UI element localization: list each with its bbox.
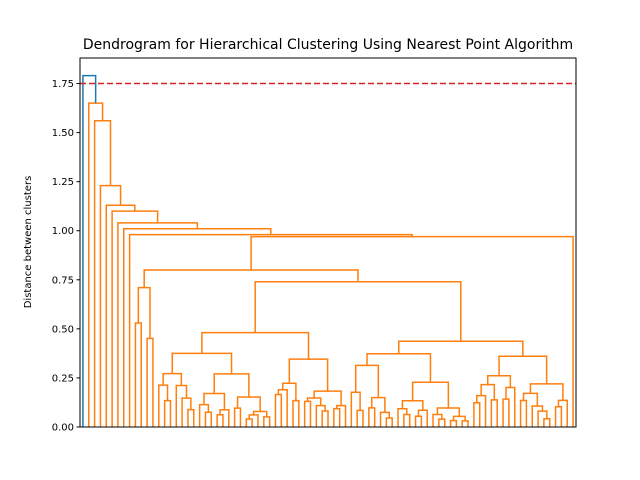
plot-area: 0.00 0.25 0.50 0.75 1.00 1.25 1.50 1.75 — [52, 57, 577, 434]
axes-frame — [79, 57, 577, 428]
y-tick-label: 1.75 — [52, 79, 74, 90]
y-tick-label: 1.50 — [52, 128, 74, 139]
y-tick-label: 1.00 — [52, 226, 74, 237]
y-tick-label: 0.75 — [52, 275, 74, 286]
chart-title: Dendrogram for Hierarchical Clustering U… — [83, 37, 573, 53]
y-tick-label: 1.25 — [52, 177, 74, 188]
y-tick-label: 0.50 — [52, 324, 74, 335]
dendrogram-link — [82, 74, 97, 427]
y-axis-label: Distance between clusters — [23, 176, 34, 309]
y-tick-label: 0.00 — [52, 423, 74, 434]
y-tick-label: 0.25 — [52, 373, 74, 384]
